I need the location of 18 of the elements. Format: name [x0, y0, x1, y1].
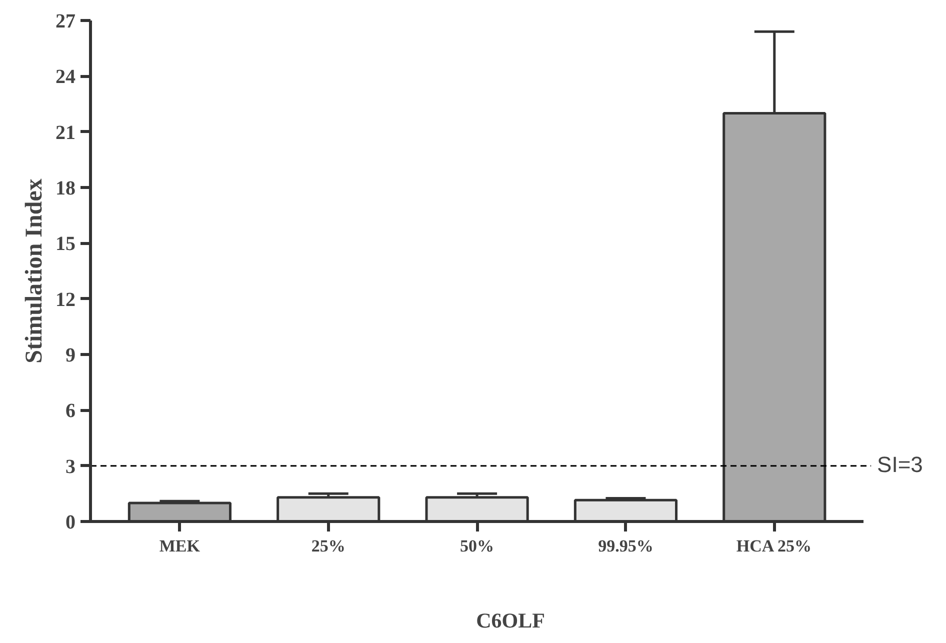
x-tick-label: 25% [311, 536, 346, 556]
y-tick-label: 0 [66, 512, 76, 534]
ref-line-label: SI=3 [877, 452, 923, 477]
y-tick-label: 18 [56, 178, 76, 200]
x-tick-label: 99.95% [598, 536, 654, 556]
y-tick-label: 9 [66, 344, 76, 366]
y-tick-label: 12 [56, 288, 76, 311]
y-axis-title: Stimulation Index [22, 178, 48, 364]
y-tick-label: 24 [56, 66, 76, 88]
y-tick-label: 6 [66, 400, 76, 422]
x-axis-title: C6OLF [476, 608, 545, 632]
y-tick-label: 3 [66, 456, 76, 478]
y-tick-label: 21 [56, 122, 76, 144]
x-tick-label: MEK [159, 536, 201, 556]
x-tick-label: HCA 25% [736, 536, 812, 556]
x-tick-label: 50% [460, 536, 494, 556]
y-tick-label: 27 [56, 10, 76, 32]
y-tick-label: 15 [56, 233, 76, 256]
